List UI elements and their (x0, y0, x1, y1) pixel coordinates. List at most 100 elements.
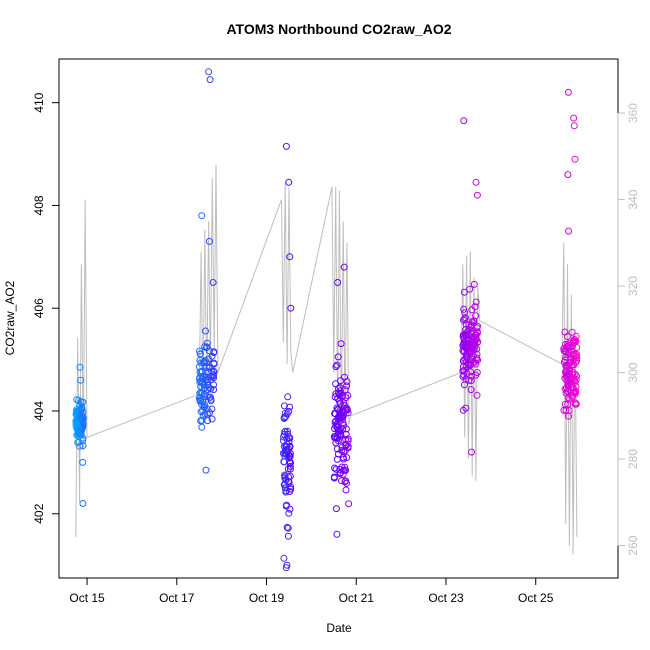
data-point (286, 434, 294, 442)
data-point (460, 305, 468, 313)
data-point (570, 114, 578, 122)
data-point (340, 421, 348, 429)
data-point (467, 323, 475, 331)
x-tick-label: Oct 17 (159, 591, 195, 605)
y-right-tick-label: 320 (626, 276, 640, 296)
data-point (460, 381, 468, 389)
data-point (463, 329, 471, 337)
data-point (567, 343, 575, 351)
y-right-tick-label: 360 (626, 103, 640, 123)
data-point (340, 411, 348, 419)
data-point (568, 328, 576, 336)
data-point (571, 378, 579, 386)
data-point (333, 445, 341, 453)
data-point (468, 306, 476, 314)
data-point (333, 361, 341, 369)
data-point (77, 376, 85, 384)
data-point (472, 298, 480, 306)
data-point (561, 328, 569, 336)
data-point (572, 399, 579, 407)
data-point (282, 446, 290, 454)
secondary-series (75, 164, 578, 555)
data-point (196, 389, 204, 397)
data-point (205, 364, 213, 372)
data-point (196, 347, 204, 355)
data-point (571, 390, 579, 398)
data-point (286, 462, 294, 470)
data-point (334, 353, 342, 361)
data-point (280, 458, 288, 466)
data-point (197, 383, 205, 390)
data-point (467, 377, 475, 385)
data-points (72, 68, 581, 572)
data-point (336, 430, 344, 438)
data-point (331, 418, 339, 426)
data-point (473, 329, 481, 337)
chart-title: ATOM3 Northbound CO2raw_AO2 (226, 21, 451, 37)
data-point (560, 406, 568, 414)
data-point (74, 420, 82, 428)
data-point (342, 486, 350, 494)
data-point (206, 76, 214, 84)
data-point (340, 447, 348, 455)
x-tick-label: Oct 19 (249, 591, 285, 605)
data-point (282, 413, 290, 420)
data-point (334, 279, 342, 286)
data-point (76, 363, 84, 371)
data-point (337, 399, 344, 407)
data-point (571, 359, 579, 367)
data-point (331, 393, 339, 401)
data-point (460, 117, 468, 125)
data-point (208, 415, 216, 423)
data-point (280, 413, 288, 421)
data-point (197, 408, 205, 416)
x-axis-label: Date (326, 621, 352, 635)
data-point (339, 470, 347, 478)
y-right-tick-label: 340 (626, 189, 640, 209)
x-tick-label: Oct 21 (339, 591, 375, 605)
data-point (563, 384, 570, 392)
data-point (569, 371, 577, 379)
data-point (344, 437, 352, 445)
data-point (342, 394, 350, 402)
data-point (571, 155, 579, 163)
data-point (333, 530, 341, 538)
data-point (340, 455, 347, 463)
data-point (461, 315, 469, 323)
data-point (204, 378, 211, 386)
data-point (568, 342, 576, 350)
data-point (286, 403, 294, 411)
data-point (472, 371, 480, 379)
data-point (462, 340, 470, 348)
data-point (460, 288, 468, 296)
x-tick-label: Oct 25 (518, 591, 554, 605)
data-point (571, 336, 578, 343)
data-point (283, 561, 291, 569)
data-point (201, 359, 209, 366)
data-point (284, 393, 292, 401)
data-point (468, 356, 476, 364)
data-point (572, 337, 580, 345)
data-point (459, 332, 467, 340)
data-point (472, 312, 480, 320)
data-point (331, 410, 339, 418)
data-point (473, 191, 481, 199)
data-point (470, 280, 478, 288)
data-point (203, 344, 210, 352)
data-point (564, 88, 572, 96)
data-point (565, 361, 572, 369)
data-point (79, 424, 86, 432)
data-point (79, 442, 87, 450)
data-point (343, 378, 351, 385)
data-point (467, 386, 475, 394)
y-axis: 402 404 406 408 410 (32, 92, 60, 524)
data-point (466, 285, 474, 293)
y-axis-right: 260 280 300 320 340 360 (617, 103, 640, 556)
data-point (332, 465, 340, 473)
data-point (564, 387, 572, 395)
data-point (283, 427, 291, 435)
data-point (472, 178, 480, 186)
data-point (463, 332, 470, 340)
y-right-tick-label: 280 (626, 449, 640, 469)
